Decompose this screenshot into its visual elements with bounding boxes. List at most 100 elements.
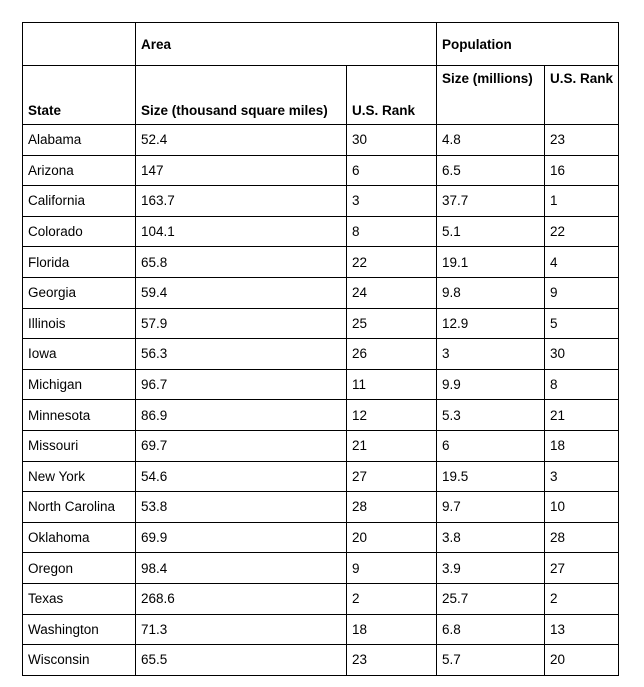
population-size-cell: 5.7 (436, 644, 545, 676)
header-state: State (22, 65, 136, 125)
state-cell: Arizona (22, 154, 136, 187)
population-size-cell: 6 (436, 429, 545, 462)
table-row: Wisconsin 65.5 23 5.7 20 (22, 644, 619, 676)
population-size-cell: 4.8 (436, 124, 545, 156)
table-row: Colorado 104.1 8 5.1 22 (22, 215, 619, 248)
area-size-cell: 54.6 (135, 460, 347, 493)
population-size-cell: 25.7 (436, 582, 545, 615)
state-area-population-table: Area Population State Size (thousand squ… (22, 22, 619, 676)
table-row: Alabama 52.4 30 4.8 23 (22, 124, 619, 156)
state-cell: Alabama (22, 124, 136, 156)
area-size-cell: 56.3 (135, 338, 347, 370)
header-sub-row: State Size (thousand square miles) U.S. … (22, 65, 619, 125)
population-size-cell: 6.5 (436, 154, 545, 187)
area-rank-cell: 21 (346, 429, 437, 462)
header-area-rank: U.S. Rank (346, 65, 437, 125)
table-row: Florida 65.8 22 19.1 4 (22, 246, 619, 278)
table-row: Arizona 147 6 6.5 16 (22, 154, 619, 187)
area-rank-cell: 28 (346, 491, 437, 523)
area-rank-cell: 3 (346, 185, 437, 217)
area-size-cell: 98.4 (135, 552, 347, 584)
population-size-cell: 3 (436, 338, 545, 370)
state-cell: New York (22, 460, 136, 493)
population-rank-cell: 8 (544, 368, 619, 401)
population-rank-cell: 4 (544, 246, 619, 278)
table-row: Missouri 69.7 21 6 18 (22, 429, 619, 462)
population-size-cell: 9.7 (436, 491, 545, 523)
area-rank-cell: 27 (346, 460, 437, 493)
header-population: Population (436, 22, 619, 66)
table-row: Iowa 56.3 26 3 30 (22, 338, 619, 370)
population-rank-cell: 5 (544, 307, 619, 340)
header-area-size: Size (thousand square miles) (135, 65, 347, 125)
state-cell: Oregon (22, 552, 136, 584)
area-size-cell: 147 (135, 154, 347, 187)
table-row: North Carolina 53.8 28 9.7 10 (22, 491, 619, 523)
population-rank-cell: 22 (544, 215, 619, 248)
population-size-cell: 9.8 (436, 276, 545, 309)
area-rank-cell: 6 (346, 154, 437, 187)
header-area: Area (135, 22, 437, 66)
population-rank-cell: 21 (544, 399, 619, 431)
table-row: Illinois 57.9 25 12.9 5 (22, 307, 619, 340)
population-size-cell: 9.9 (436, 368, 545, 401)
area-size-cell: 57.9 (135, 307, 347, 340)
area-rank-cell: 23 (346, 644, 437, 676)
population-size-cell: 12.9 (436, 307, 545, 340)
table-row: Oklahoma 69.9 20 3.8 28 (22, 521, 619, 554)
area-rank-cell: 12 (346, 399, 437, 431)
state-cell: North Carolina (22, 491, 136, 523)
state-cell: Minnesota (22, 399, 136, 431)
population-size-cell: 37.7 (436, 185, 545, 217)
population-size-cell: 19.5 (436, 460, 545, 493)
population-rank-cell: 27 (544, 552, 619, 584)
state-cell: Oklahoma (22, 521, 136, 554)
area-size-cell: 69.9 (135, 521, 347, 554)
population-rank-cell: 18 (544, 429, 619, 462)
header-pop-size: Size (millions) (436, 65, 545, 125)
population-rank-cell: 28 (544, 521, 619, 554)
population-rank-cell: 2 (544, 582, 619, 615)
population-size-cell: 5.1 (436, 215, 545, 248)
header-group-row: Area Population (22, 22, 619, 66)
area-rank-cell: 8 (346, 215, 437, 248)
area-size-cell: 163.7 (135, 185, 347, 217)
state-cell: Florida (22, 246, 136, 278)
table-row: Georgia 59.4 24 9.8 9 (22, 276, 619, 309)
population-size-cell: 19.1 (436, 246, 545, 278)
population-size-cell: 5.3 (436, 399, 545, 431)
header-pop-rank: U.S. Rank (544, 65, 619, 125)
area-size-cell: 71.3 (135, 613, 347, 646)
population-rank-cell: 9 (544, 276, 619, 309)
area-rank-cell: 20 (346, 521, 437, 554)
table-row: New York 54.6 27 19.5 3 (22, 460, 619, 493)
area-size-cell: 104.1 (135, 215, 347, 248)
population-rank-cell: 1 (544, 185, 619, 217)
table-row: Minnesota 86.9 12 5.3 21 (22, 399, 619, 431)
population-rank-cell: 13 (544, 613, 619, 646)
area-rank-cell: 11 (346, 368, 437, 401)
area-rank-cell: 30 (346, 124, 437, 156)
state-cell: Georgia (22, 276, 136, 309)
state-cell: Wisconsin (22, 644, 136, 676)
area-size-cell: 52.4 (135, 124, 347, 156)
population-rank-cell: 16 (544, 154, 619, 187)
state-cell: California (22, 185, 136, 217)
area-rank-cell: 2 (346, 582, 437, 615)
population-rank-cell: 20 (544, 644, 619, 676)
area-rank-cell: 18 (346, 613, 437, 646)
area-rank-cell: 25 (346, 307, 437, 340)
area-size-cell: 65.5 (135, 644, 347, 676)
state-cell: Michigan (22, 368, 136, 401)
area-rank-cell: 24 (346, 276, 437, 309)
population-rank-cell: 23 (544, 124, 619, 156)
state-cell: Washington (22, 613, 136, 646)
state-cell: Texas (22, 582, 136, 615)
area-size-cell: 59.4 (135, 276, 347, 309)
population-rank-cell: 3 (544, 460, 619, 493)
population-size-cell: 3.8 (436, 521, 545, 554)
table-row: Michigan 96.7 11 9.9 8 (22, 368, 619, 401)
area-size-cell: 53.8 (135, 491, 347, 523)
table-row: Texas 268.6 2 25.7 2 (22, 582, 619, 615)
state-cell: Illinois (22, 307, 136, 340)
